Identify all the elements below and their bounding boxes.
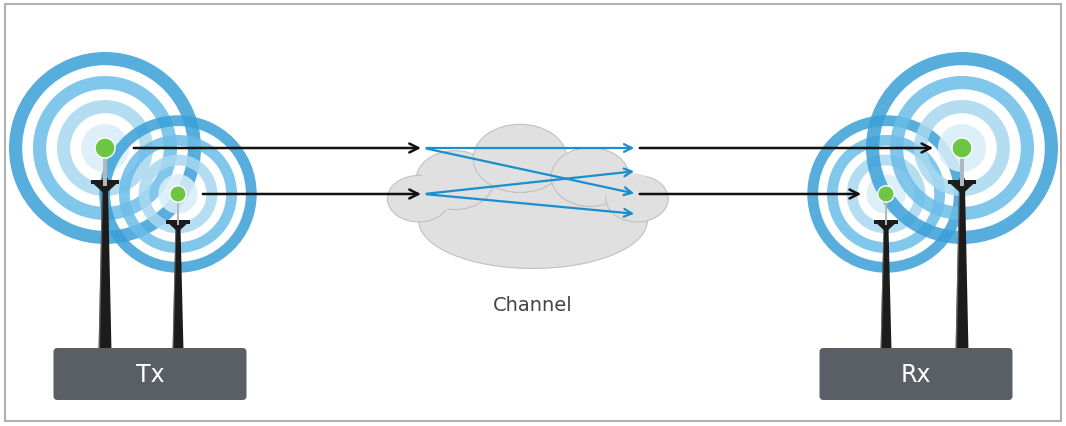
FancyBboxPatch shape <box>53 348 246 400</box>
Polygon shape <box>881 222 885 352</box>
Text: Channel: Channel <box>494 295 572 314</box>
Polygon shape <box>881 222 891 352</box>
Ellipse shape <box>605 174 658 213</box>
Polygon shape <box>167 223 189 233</box>
Polygon shape <box>173 222 183 352</box>
Bar <box>177 201 179 226</box>
Circle shape <box>877 186 894 203</box>
Ellipse shape <box>416 151 494 210</box>
Polygon shape <box>173 222 177 352</box>
Polygon shape <box>98 178 103 352</box>
Circle shape <box>174 190 182 199</box>
Polygon shape <box>949 183 975 195</box>
Bar <box>166 221 190 224</box>
Bar <box>103 157 107 187</box>
Bar <box>885 201 888 226</box>
Circle shape <box>882 190 890 199</box>
Ellipse shape <box>473 125 567 193</box>
Polygon shape <box>955 178 969 352</box>
Bar <box>960 157 964 187</box>
Ellipse shape <box>436 216 630 263</box>
Bar <box>948 181 976 185</box>
Circle shape <box>95 139 115 158</box>
Circle shape <box>952 139 972 158</box>
Circle shape <box>956 143 968 154</box>
FancyBboxPatch shape <box>820 348 1013 400</box>
Ellipse shape <box>551 148 629 207</box>
Polygon shape <box>92 183 118 195</box>
Circle shape <box>169 186 187 203</box>
Ellipse shape <box>419 173 647 269</box>
Ellipse shape <box>387 176 450 222</box>
Polygon shape <box>955 178 960 352</box>
Text: Tx: Tx <box>135 362 164 386</box>
Text: Rx: Rx <box>901 362 932 386</box>
Bar <box>91 181 119 185</box>
Polygon shape <box>98 178 112 352</box>
Ellipse shape <box>408 174 461 213</box>
Bar <box>874 221 898 224</box>
Ellipse shape <box>605 176 668 222</box>
Circle shape <box>99 143 111 154</box>
Polygon shape <box>875 223 897 233</box>
